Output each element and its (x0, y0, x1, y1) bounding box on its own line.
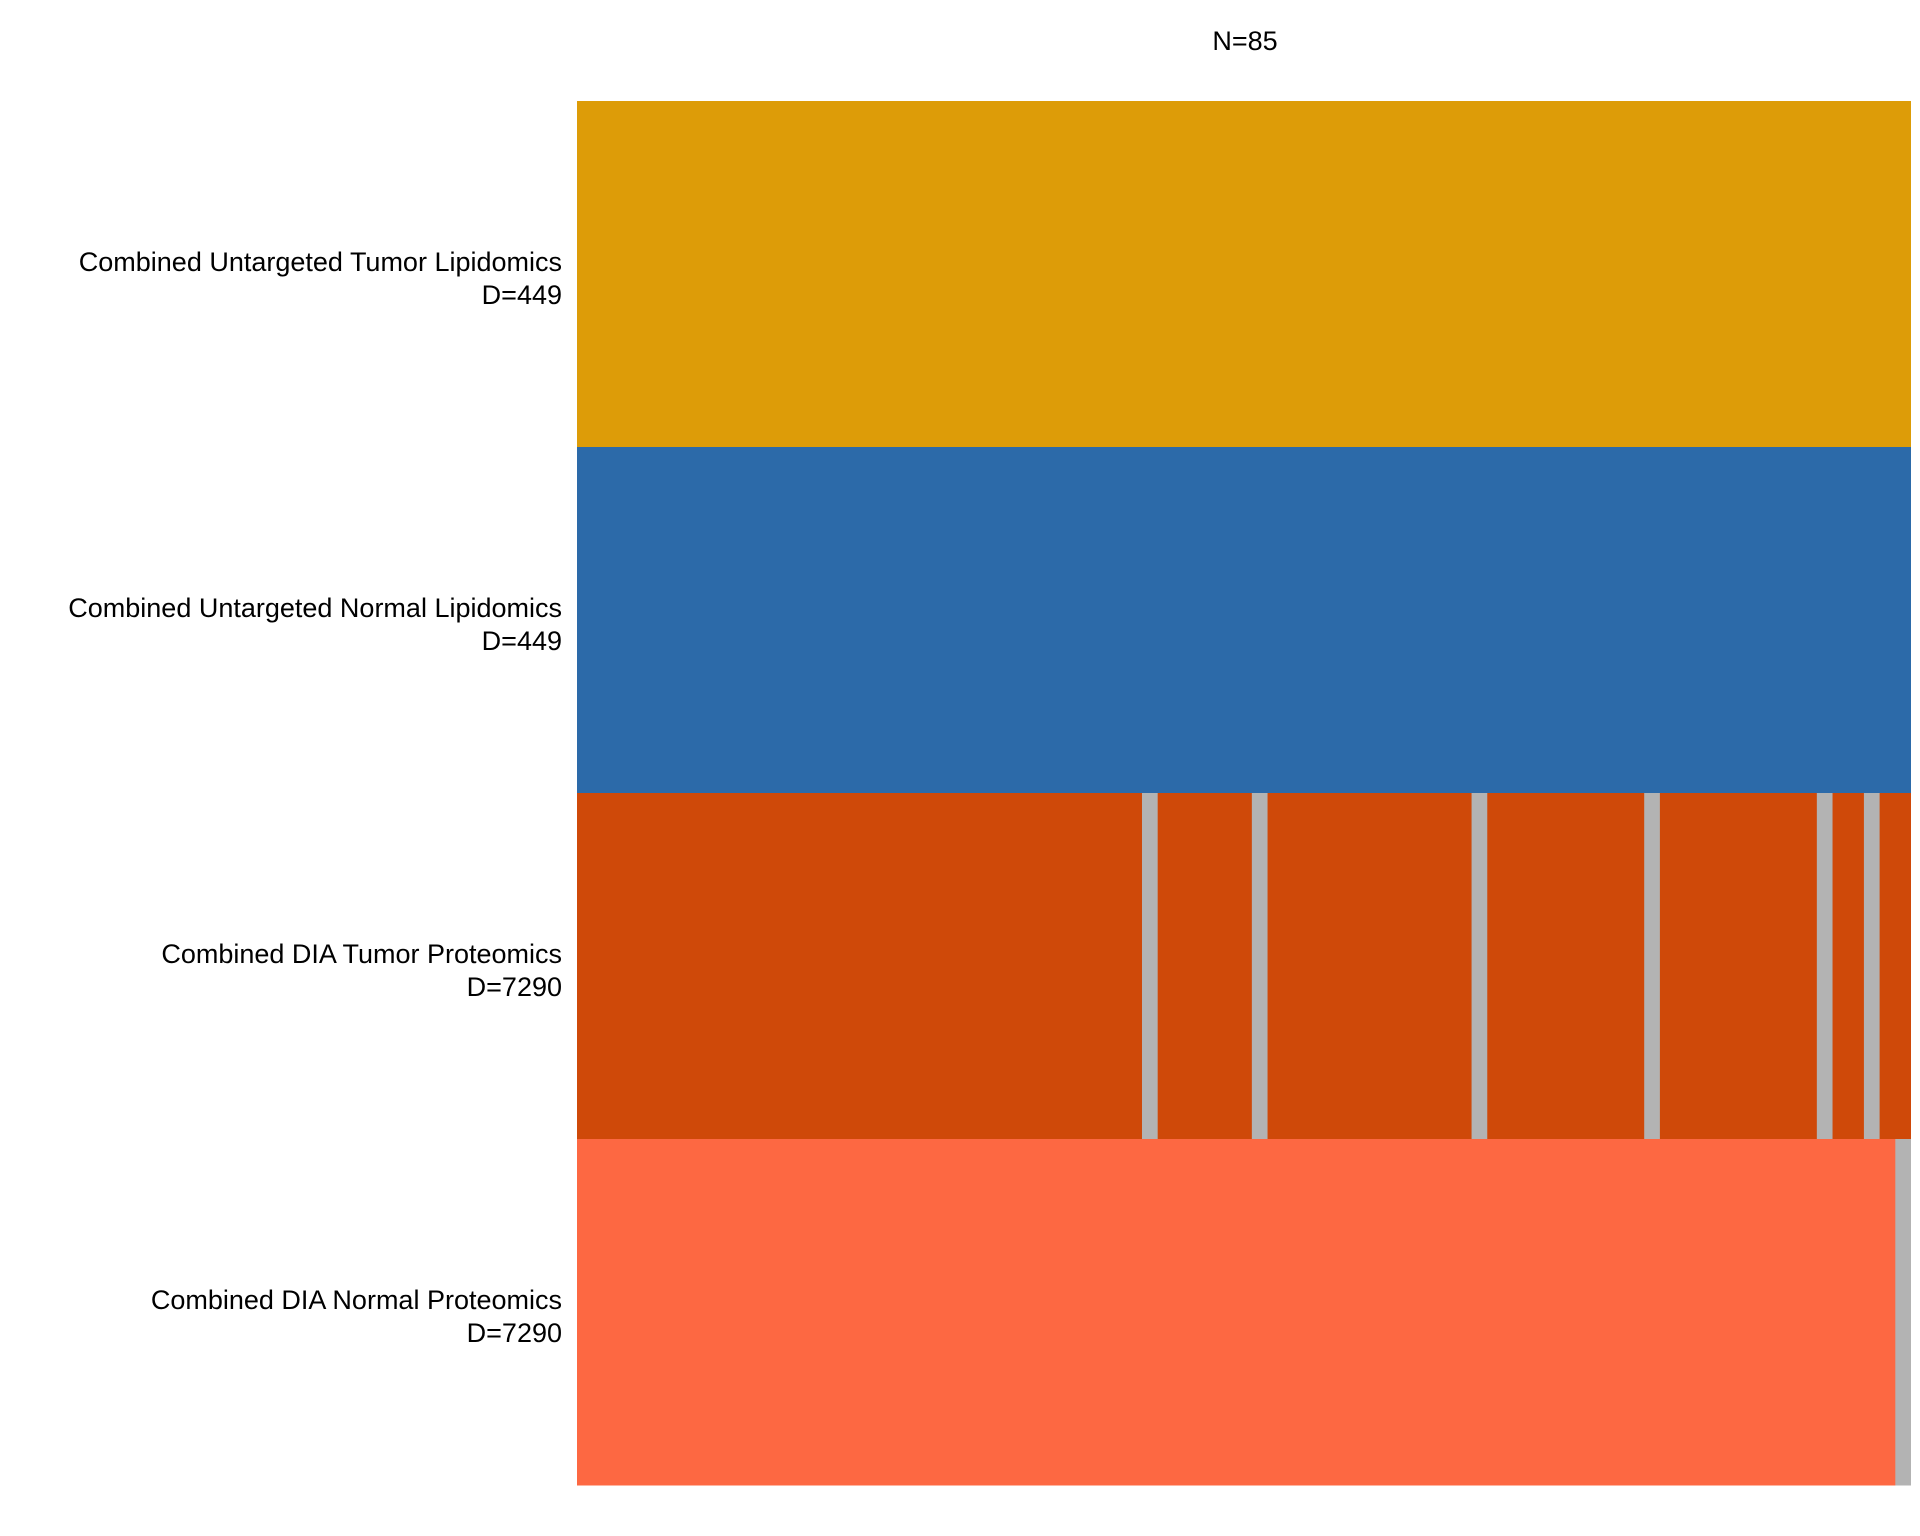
row-present-band (577, 101, 1911, 448)
row-dimension-label: D=7290 (467, 1318, 562, 1348)
row-label: Combined DIA Tumor Proteomics (161, 939, 562, 969)
row-present-band (577, 793, 1911, 1140)
heatmap-rows (577, 101, 1911, 1486)
heatmap-row (577, 101, 1911, 448)
row-present-band (577, 447, 1911, 794)
row-labels: Combined Untargeted Tumor LipidomicsD=44… (68, 247, 562, 1348)
row-label: Combined DIA Normal Proteomics (151, 1285, 562, 1315)
missing-sample-cell (1644, 793, 1660, 1140)
row-dimension-label: D=449 (482, 626, 562, 656)
missing-sample-cell (1251, 793, 1268, 1140)
missing-sample-cell (1141, 793, 1158, 1140)
missing-sample-cell (1863, 793, 1880, 1140)
missing-sample-cell (1816, 793, 1833, 1140)
heatmap-row (577, 793, 1911, 1140)
row-present-band (577, 1139, 1911, 1486)
heatmap-row (577, 447, 1911, 794)
missing-sample-cell (1471, 793, 1488, 1140)
row-dimension-label: D=449 (482, 280, 562, 310)
chart-title: N=85 (1212, 26, 1277, 56)
heatmap-row (577, 1139, 1911, 1486)
row-label: Combined Untargeted Tumor Lipidomics (79, 247, 562, 277)
row-dimension-label: D=7290 (467, 972, 562, 1002)
missing-sample-cell (1895, 1139, 1911, 1486)
row-label: Combined Untargeted Normal Lipidomics (68, 593, 562, 623)
